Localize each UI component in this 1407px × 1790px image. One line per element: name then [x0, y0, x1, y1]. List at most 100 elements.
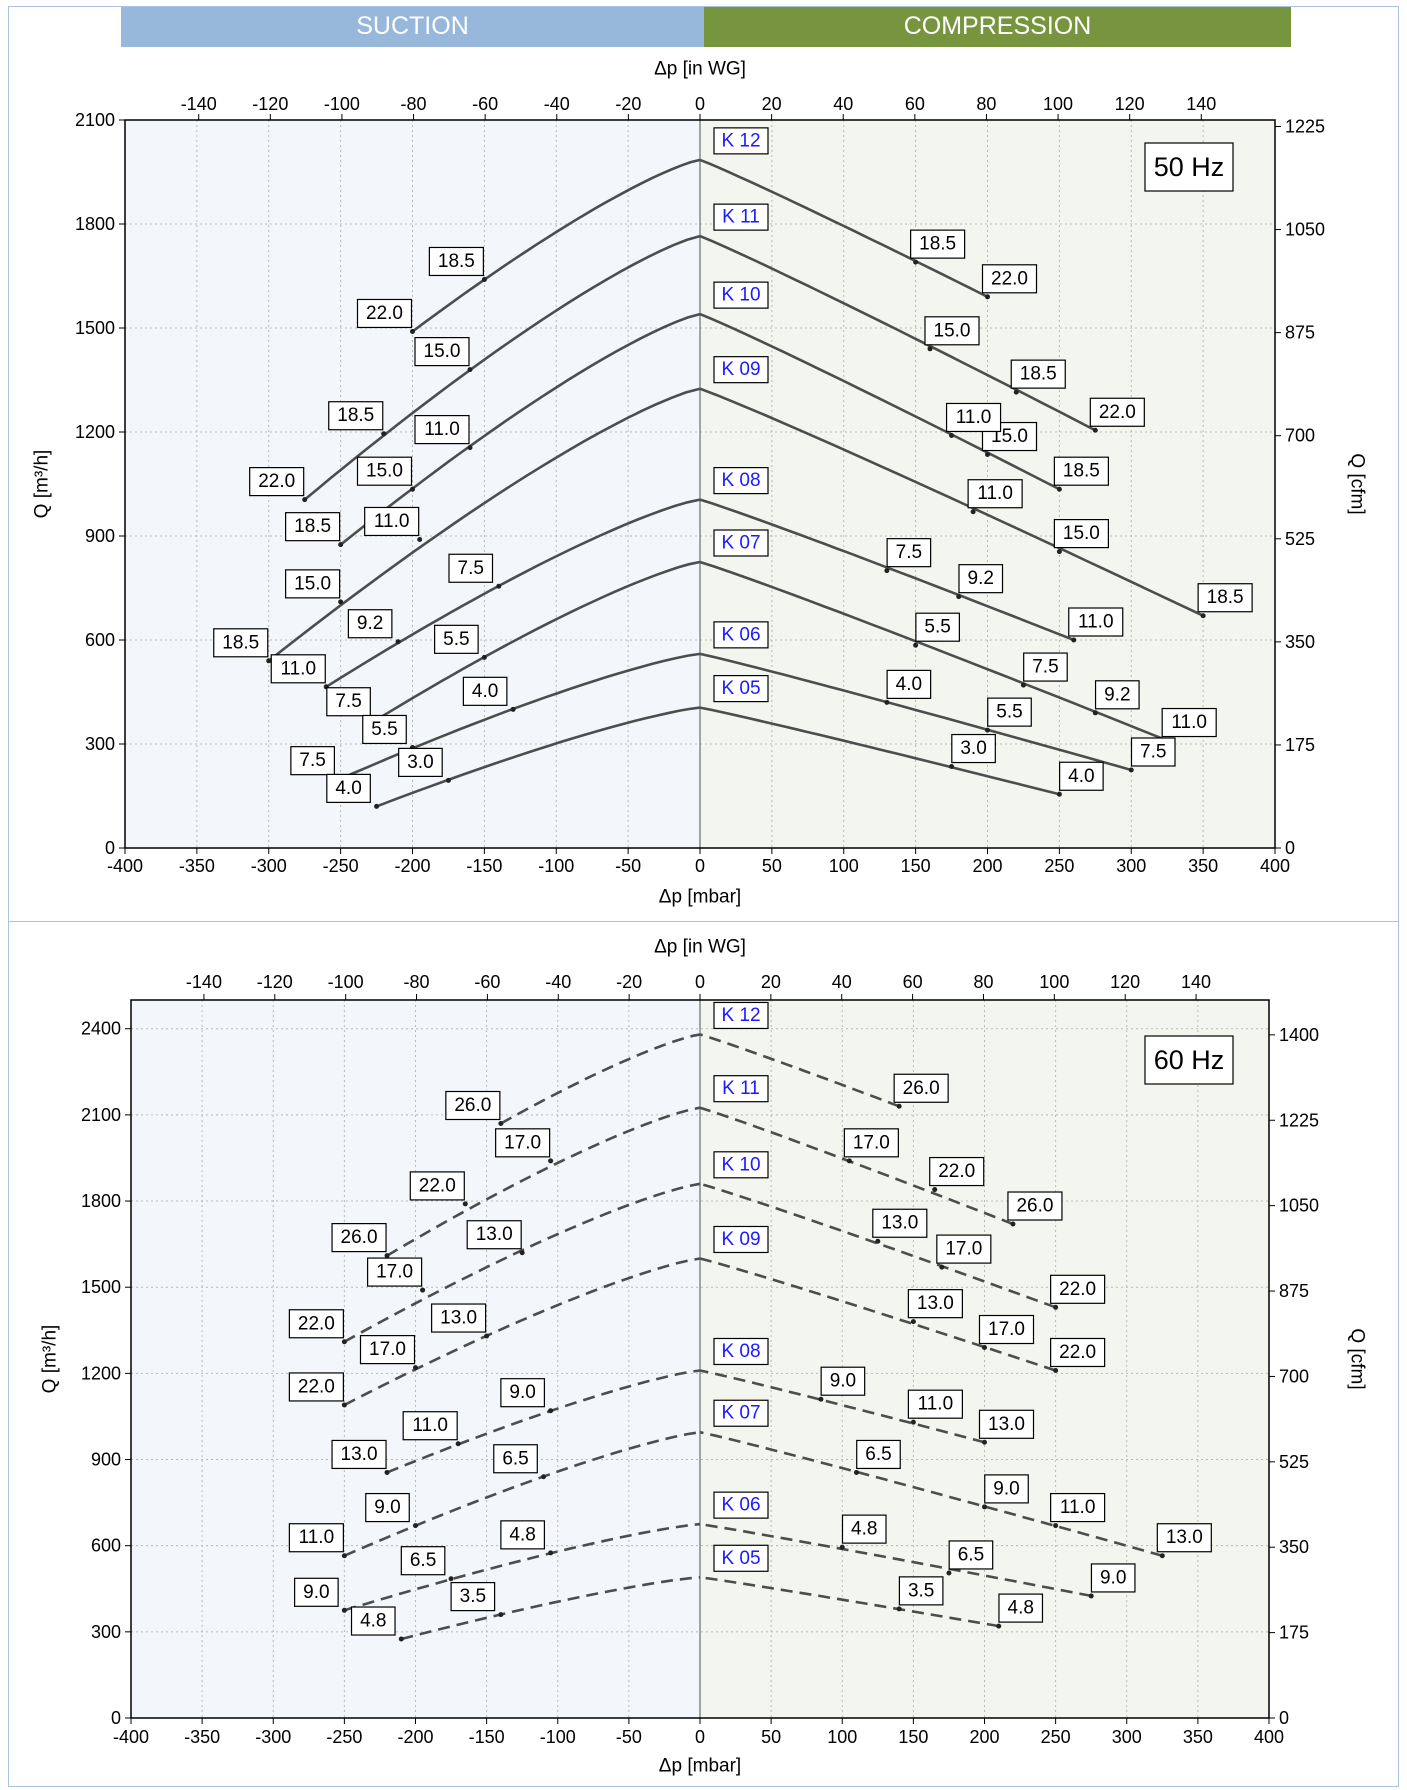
- power-point: [341, 1553, 347, 1559]
- power-label-box: [331, 1439, 387, 1470]
- power-label-box: [981, 264, 1038, 294]
- series-label-box: [713, 1491, 769, 1519]
- y2-tick-label: 1400: [1279, 1025, 1319, 1045]
- x-tick-label: -250: [323, 856, 359, 876]
- y-tick-label: 1500: [81, 1277, 121, 1297]
- power-label-box: [843, 1128, 899, 1158]
- power-label-box: [998, 1593, 1044, 1623]
- y2-tick-label: 875: [1285, 323, 1315, 343]
- y-tick-label: 0: [105, 838, 115, 858]
- power-point: [548, 1158, 554, 1164]
- x-axis-label: Δp [mbar]: [659, 1756, 741, 1777]
- power-label: 15.0: [294, 573, 331, 594]
- x-tick-label: -200: [394, 856, 430, 876]
- power-label-box: [285, 569, 341, 599]
- power-point: [970, 509, 976, 515]
- y-tick-label: 2100: [75, 110, 115, 130]
- power-point: [913, 259, 919, 265]
- power-point: [548, 1550, 554, 1556]
- power-label-box: [1094, 680, 1140, 710]
- power-label: 9.0: [509, 1382, 535, 1403]
- power-label: 7.5: [1140, 742, 1166, 763]
- x2-tick-label: 80: [976, 94, 996, 114]
- x-tick-label: 50: [762, 856, 782, 876]
- series-k-07: K 07 11.0 9.0 6.5 6.5 9.0 11.0 13.0: [288, 1399, 1212, 1559]
- y-tick-label: 1200: [81, 1363, 121, 1383]
- series-label: K 11: [722, 1078, 760, 1099]
- x2-tick-label: 40: [832, 972, 852, 992]
- x2-tick-label: -120: [257, 972, 293, 992]
- x2-tick-label: -120: [252, 94, 288, 114]
- power-point: [927, 346, 933, 352]
- power-label: 22.0: [991, 268, 1028, 289]
- power-label: 22.0: [298, 1313, 335, 1334]
- power-label-box: [398, 747, 443, 778]
- power-label: 11.0: [424, 419, 460, 440]
- power-label-box: [270, 654, 326, 684]
- suction-curve: [411, 158, 701, 333]
- power-label-box: [1089, 397, 1145, 427]
- power-label: 4.0: [1068, 766, 1094, 787]
- suction-curve: [400, 1576, 701, 1641]
- suction-header: SUCTION: [121, 6, 704, 47]
- compression-curve: [699, 1033, 900, 1108]
- x2-tick-label: 60: [903, 972, 923, 992]
- power-point: [1053, 1523, 1059, 1529]
- x-tick-label: -200: [397, 1727, 433, 1747]
- x-tick-label: 400: [1254, 1727, 1284, 1747]
- power-point: [1056, 791, 1062, 797]
- power-label-box: [1197, 583, 1253, 613]
- series-label-box: [713, 1151, 769, 1179]
- power-label-box: [367, 1257, 423, 1287]
- chart-panel-60hz: [8, 921, 1399, 1787]
- y-tick-label: 600: [91, 1536, 121, 1556]
- x-tick-label: -50: [615, 856, 641, 876]
- x-tick-label: 150: [898, 1727, 928, 1747]
- series-k-09: K 09 18.5 15.0 11.0 11.0 15.0 18.5: [213, 356, 1253, 664]
- power-label-box: [967, 479, 1023, 509]
- suction-curve: [343, 1182, 701, 1343]
- power-point: [462, 1201, 468, 1207]
- power-label-box: [285, 512, 341, 542]
- power-point: [266, 658, 272, 664]
- power-label: 6.5: [865, 1444, 891, 1465]
- power-point: [985, 727, 990, 733]
- compression-curve: [699, 1522, 1092, 1598]
- power-label: 5.5: [924, 617, 950, 638]
- x2-tick-label: 20: [761, 972, 781, 992]
- power-label-box: [841, 1514, 887, 1544]
- series-label: K 06: [721, 624, 760, 645]
- power-label-box: [1050, 1337, 1106, 1368]
- power-label: 17.0: [376, 1262, 413, 1283]
- power-label: 13.0: [1166, 1527, 1203, 1548]
- power-label: 13.0: [440, 1308, 477, 1329]
- power-point: [1013, 389, 1019, 395]
- x2-tick-label: 140: [1181, 972, 1211, 992]
- power-label: 5.5: [996, 702, 1022, 723]
- power-label-box: [448, 553, 494, 583]
- power-label-box: [1156, 1523, 1212, 1553]
- power-label-box: [1090, 1563, 1136, 1593]
- power-point: [510, 706, 516, 712]
- power-label-box: [1053, 456, 1109, 486]
- power-label-box: [365, 1492, 410, 1523]
- power-label: 6.5: [410, 1550, 436, 1571]
- series-k-12: K 12 22.0 18.5 18.5 22.0: [356, 127, 1038, 334]
- power-label-box: [290, 746, 335, 776]
- power-label: 17.0: [369, 1339, 406, 1360]
- power-label: 3.0: [407, 752, 433, 773]
- power-label-box: [326, 687, 371, 717]
- power-point: [498, 1120, 504, 1126]
- compression-curve: [699, 706, 1060, 796]
- power-label-box: [893, 1073, 949, 1103]
- power-label-box: [820, 1366, 866, 1396]
- power-label: 15.0: [424, 341, 461, 362]
- series-k-11: K 11 22.0 18.5 15.0 15.0 18.5 22.0: [249, 203, 1145, 503]
- power-point: [448, 1576, 454, 1582]
- power-label: 18.5: [1063, 461, 1100, 482]
- power-label-box: [1053, 518, 1109, 549]
- power-label-box: [434, 624, 479, 654]
- power-label: 18.5: [1020, 364, 1057, 385]
- x-axis-label: Δp [mbar]: [659, 887, 741, 908]
- power-label-box: [1010, 359, 1066, 389]
